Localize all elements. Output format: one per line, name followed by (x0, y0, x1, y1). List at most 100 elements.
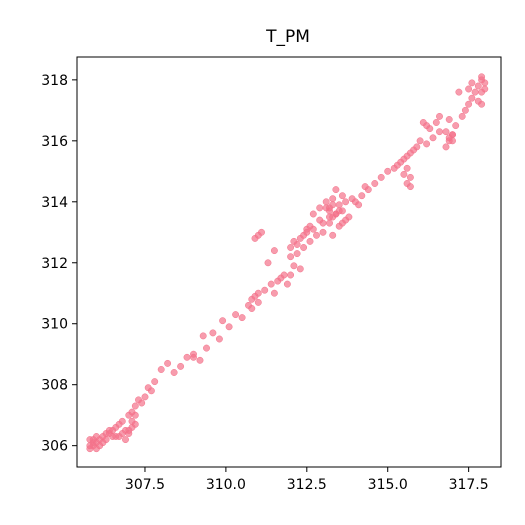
data-point (403, 152, 411, 160)
chart-title: T_PM (265, 27, 310, 47)
data-point (429, 134, 437, 142)
data-point (141, 393, 149, 401)
data-point (458, 112, 466, 120)
data-point (445, 116, 453, 123)
data-point (419, 119, 427, 126)
data-point (481, 85, 489, 93)
data-point (215, 335, 223, 343)
data-point (442, 128, 450, 136)
y-tick-label: 306 (41, 439, 68, 455)
data-point (287, 271, 295, 279)
data-point (164, 359, 172, 367)
data-point (400, 170, 408, 178)
data-point (151, 378, 159, 386)
data-point (267, 280, 275, 288)
data-point (423, 140, 431, 148)
data-point (131, 411, 139, 419)
x-tick-label: 307.5 (125, 477, 165, 493)
data-point (371, 180, 379, 187)
data-point (329, 231, 337, 239)
data-point (254, 289, 262, 297)
data-point (309, 225, 317, 233)
data-point (452, 122, 460, 130)
data-point (449, 131, 456, 139)
y-axis: 306 308 310 312 314 316 318 (41, 73, 77, 455)
data-point (326, 219, 333, 227)
data-point (209, 329, 217, 337)
data-point (465, 85, 473, 93)
data-point (277, 274, 285, 282)
data-point (384, 167, 392, 175)
y-tick-label: 314 (41, 195, 68, 211)
data-point (329, 195, 337, 203)
data-point (329, 213, 337, 221)
data-point (258, 228, 265, 236)
data-point (355, 201, 363, 209)
data-point (335, 207, 343, 215)
y-tick-label: 318 (41, 73, 68, 89)
points-group (86, 73, 489, 453)
y-tick-label: 316 (41, 134, 68, 150)
data-point (319, 228, 327, 236)
data-point (338, 219, 346, 227)
x-tick-label: 315.0 (368, 477, 408, 493)
data-point (254, 298, 262, 306)
data-point (468, 94, 476, 102)
x-axis: 307.5 310.0 312.5 315.0 317.5 (125, 467, 489, 493)
data-point (122, 436, 129, 444)
data-point (332, 186, 340, 194)
data-point (86, 442, 94, 450)
x-tick-label: 317.5 (449, 477, 489, 493)
data-point (303, 228, 311, 236)
data-point (361, 183, 369, 191)
data-point (481, 79, 489, 87)
data-point (326, 204, 333, 212)
data-point (474, 82, 482, 90)
data-point (270, 289, 278, 297)
data-point (445, 137, 453, 145)
data-point (296, 265, 304, 273)
data-point (406, 183, 414, 191)
data-point (432, 119, 440, 126)
data-point (219, 317, 227, 325)
data-point (436, 128, 443, 136)
data-point (283, 280, 291, 288)
x-tick-label: 310.0 (206, 477, 246, 493)
data-point (322, 198, 330, 206)
data-point (342, 198, 350, 206)
data-point (118, 430, 126, 437)
data-point (138, 399, 146, 407)
data-point (335, 201, 343, 209)
data-point (416, 137, 424, 145)
data-point (261, 286, 269, 294)
x-tick-label: 312.5 (287, 477, 327, 493)
data-point (147, 387, 155, 395)
data-point (377, 173, 385, 181)
data-point (105, 426, 113, 434)
data-point (203, 344, 210, 352)
data-point (270, 247, 278, 255)
data-point (196, 356, 204, 364)
y-tick-label: 312 (41, 256, 68, 272)
data-point (461, 106, 469, 114)
plot-frame (76, 56, 502, 468)
data-point (316, 204, 324, 212)
data-point (118, 417, 126, 425)
data-point (306, 237, 314, 245)
data-point (199, 332, 207, 340)
data-point (313, 231, 320, 239)
y-tick-label: 308 (41, 378, 68, 394)
data-point (471, 88, 479, 96)
data-point (287, 244, 295, 251)
data-point (442, 143, 450, 151)
data-point (131, 402, 139, 410)
data-point (112, 433, 120, 440)
data-point (316, 216, 324, 224)
data-point (436, 112, 443, 120)
data-point (131, 420, 139, 428)
data-point (157, 366, 165, 373)
data-point (338, 192, 346, 200)
data-point (287, 253, 295, 261)
data-point (92, 433, 100, 440)
